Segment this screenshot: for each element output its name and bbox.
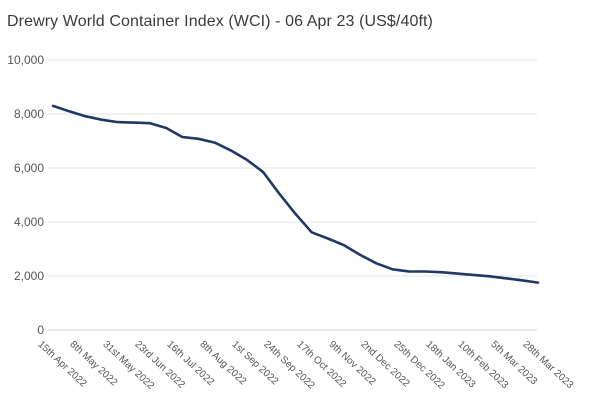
wci-line-series [51,104,540,284]
y-axis-label: 10,000 [7,52,44,67]
y-axis-label: 6,000 [13,160,44,175]
y-axis-label: 2,000 [13,268,44,283]
chart-title: Drewry World Container Index (WCI) - 06 … [7,13,433,30]
y-axis-label: 8,000 [13,106,44,121]
y-axis-label: 4,000 [13,214,44,229]
y-axis-label: 0 [37,322,44,337]
